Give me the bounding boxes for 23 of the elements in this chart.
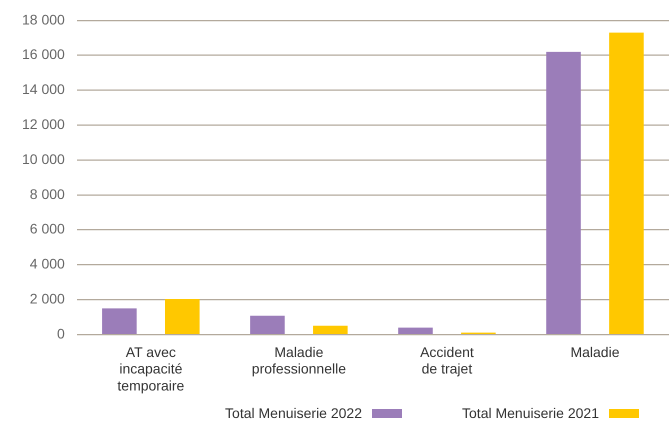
y-tick-label: 18 000 [22,11,66,28]
y-tick-label: 0 [57,325,66,342]
x-tick-label: Maladie professionnelle [252,344,346,377]
y-tick-label: 8 000 [30,186,66,202]
y-tick-label: 4 000 [30,256,66,272]
bar [546,52,581,334]
y-tick-label: 12 000 [22,116,66,132]
y-tick-label: 2 000 [30,290,66,307]
x-tick-label: Maladie [570,344,620,360]
legend-label: Total Menuiserie 2021 [462,405,599,421]
bar [313,326,348,334]
y-tick-label: 6 000 [30,220,66,237]
bar [250,316,285,334]
x-tick-label: Accident de trajet [420,344,474,377]
y-tick-label: 14 000 [22,81,66,98]
x-tick-label: AT avec incapacité temporaire [117,344,185,394]
bar [102,308,137,334]
bar [609,32,644,334]
y-tick-label: 16 000 [22,46,66,62]
legend-label: Total Menuiserie 2022 [225,405,362,421]
y-tick-label: 10 000 [22,150,66,167]
bar [165,298,200,334]
bar [398,328,433,334]
